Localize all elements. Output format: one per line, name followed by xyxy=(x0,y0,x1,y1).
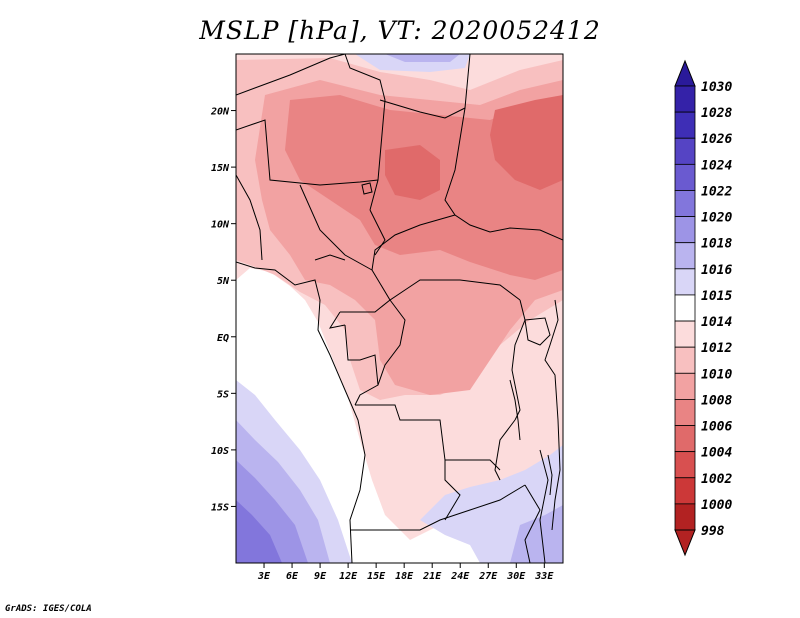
lat-tick-label: 20N xyxy=(210,107,230,118)
border-line xyxy=(444,107,563,241)
colorbar-top-arrow xyxy=(674,59,696,87)
lon-tick-label: 3E xyxy=(257,571,271,582)
colorbar-label: 1028 xyxy=(701,106,732,121)
colorbar-label: 1026 xyxy=(701,132,732,147)
colorbar-swatch xyxy=(674,451,696,479)
border-line xyxy=(314,254,346,261)
lat-tick-label: 5N xyxy=(217,276,230,287)
lon-tick-label: 6E xyxy=(286,571,299,582)
colorbar-bottom-arrow xyxy=(674,529,696,557)
lon-tick-label: 15E xyxy=(367,571,386,582)
lat-tick-label: 15N xyxy=(211,163,230,174)
lon-tick-label: 18E xyxy=(395,571,414,582)
border-line xyxy=(511,299,526,421)
colorbar-swatch xyxy=(674,294,696,322)
border-line xyxy=(355,404,501,471)
colorbar-swatch xyxy=(674,85,696,113)
lon-tick-label: 24E xyxy=(450,571,470,582)
colorbar-swatch xyxy=(674,346,696,374)
border-line xyxy=(379,54,471,119)
border-line xyxy=(236,174,263,261)
colorbar-swatch xyxy=(674,372,696,400)
colorbar-swatch xyxy=(674,399,696,426)
grads-credit: GrADS: IGES/COLA xyxy=(5,604,92,614)
lon-tick-label: 9E xyxy=(314,571,327,582)
colorbar-swatch xyxy=(674,503,696,531)
border-line xyxy=(299,184,373,271)
border-line xyxy=(236,119,379,186)
colorbar-swatch xyxy=(674,216,696,244)
colorbar-label: 1014 xyxy=(701,315,732,330)
colorbar-swatch xyxy=(674,190,696,217)
colorbar-label: 1010 xyxy=(701,367,732,382)
border-line xyxy=(344,324,379,406)
border-line xyxy=(340,299,391,313)
colorbar-label: 1008 xyxy=(701,393,732,408)
longitude-axis: 3E 6E 9E 12E 15E 18E 21E 24E 27E 30E 33E xyxy=(257,563,554,582)
lat-tick-label: 15S xyxy=(211,502,229,513)
colorbar-label: 1022 xyxy=(701,184,732,199)
colorbar-swatch xyxy=(674,137,696,165)
border-line xyxy=(328,311,346,329)
lake-victoria xyxy=(524,317,551,346)
border-line xyxy=(369,209,386,256)
colorbar-swatch xyxy=(674,268,696,296)
lake-malawi xyxy=(547,454,553,496)
lon-tick-label: 12E xyxy=(339,571,358,582)
lat-tick-label: 10S xyxy=(211,446,229,457)
country-borders xyxy=(236,54,563,563)
colorbar-swatch xyxy=(674,320,696,348)
lon-tick-label: 33E xyxy=(534,571,554,582)
lat-tick-label: 10N xyxy=(211,220,230,231)
colorbar-swatch xyxy=(674,477,696,505)
field-1004-region xyxy=(385,95,563,200)
border-line xyxy=(377,299,406,386)
colorbar-label: 1006 xyxy=(701,420,732,435)
colorbar-label: 1015 xyxy=(701,289,732,304)
colorbar-label: 1004 xyxy=(701,446,732,461)
lon-tick-label: 21E xyxy=(422,571,442,582)
colorbar-label: 1024 xyxy=(701,158,732,173)
border-line xyxy=(350,484,526,531)
pressure-field xyxy=(236,54,563,563)
colorbar: 1030 1028 1026 1024 1022 1020 1018 1016 1015 1014… xyxy=(674,59,732,557)
colorbar-swatch xyxy=(674,163,696,191)
colorbar-label: 1030 xyxy=(701,80,732,95)
border-line xyxy=(236,54,346,96)
field-1020-region xyxy=(236,500,282,563)
colorbar-swatch xyxy=(674,111,696,139)
latitude-axis: 20N 15N 10N 5N EQ 5S 10S 15S xyxy=(210,107,236,513)
chart-title: MSLP [hPa], VT: 2020052412 xyxy=(199,16,601,45)
colorbar-label: 998 xyxy=(701,524,725,539)
colorbar-label: 1012 xyxy=(701,341,732,356)
coastline xyxy=(236,261,366,563)
border-line xyxy=(344,54,386,211)
lake-chad xyxy=(361,182,373,195)
lon-tick-label: 30E xyxy=(506,571,526,582)
border-line xyxy=(524,484,541,563)
colorbar-label: 1016 xyxy=(701,263,732,278)
colorbar-label: 1000 xyxy=(701,498,732,513)
colorbar-swatch xyxy=(674,425,696,453)
coastline xyxy=(544,299,561,531)
map-frame xyxy=(235,53,564,564)
colorbar-label: 1002 xyxy=(701,472,732,487)
lat-tick-label: EQ xyxy=(217,333,229,344)
lon-tick-label: 27E xyxy=(478,571,498,582)
border-line xyxy=(444,460,461,521)
colorbar-label: 1018 xyxy=(701,237,732,252)
colorbar-label: 1020 xyxy=(701,211,732,226)
border-line xyxy=(494,419,516,481)
colorbar-swatch xyxy=(674,242,696,270)
lake-tanganyika xyxy=(509,379,521,441)
lat-tick-label: 5S xyxy=(217,389,229,400)
border-line xyxy=(539,449,549,563)
